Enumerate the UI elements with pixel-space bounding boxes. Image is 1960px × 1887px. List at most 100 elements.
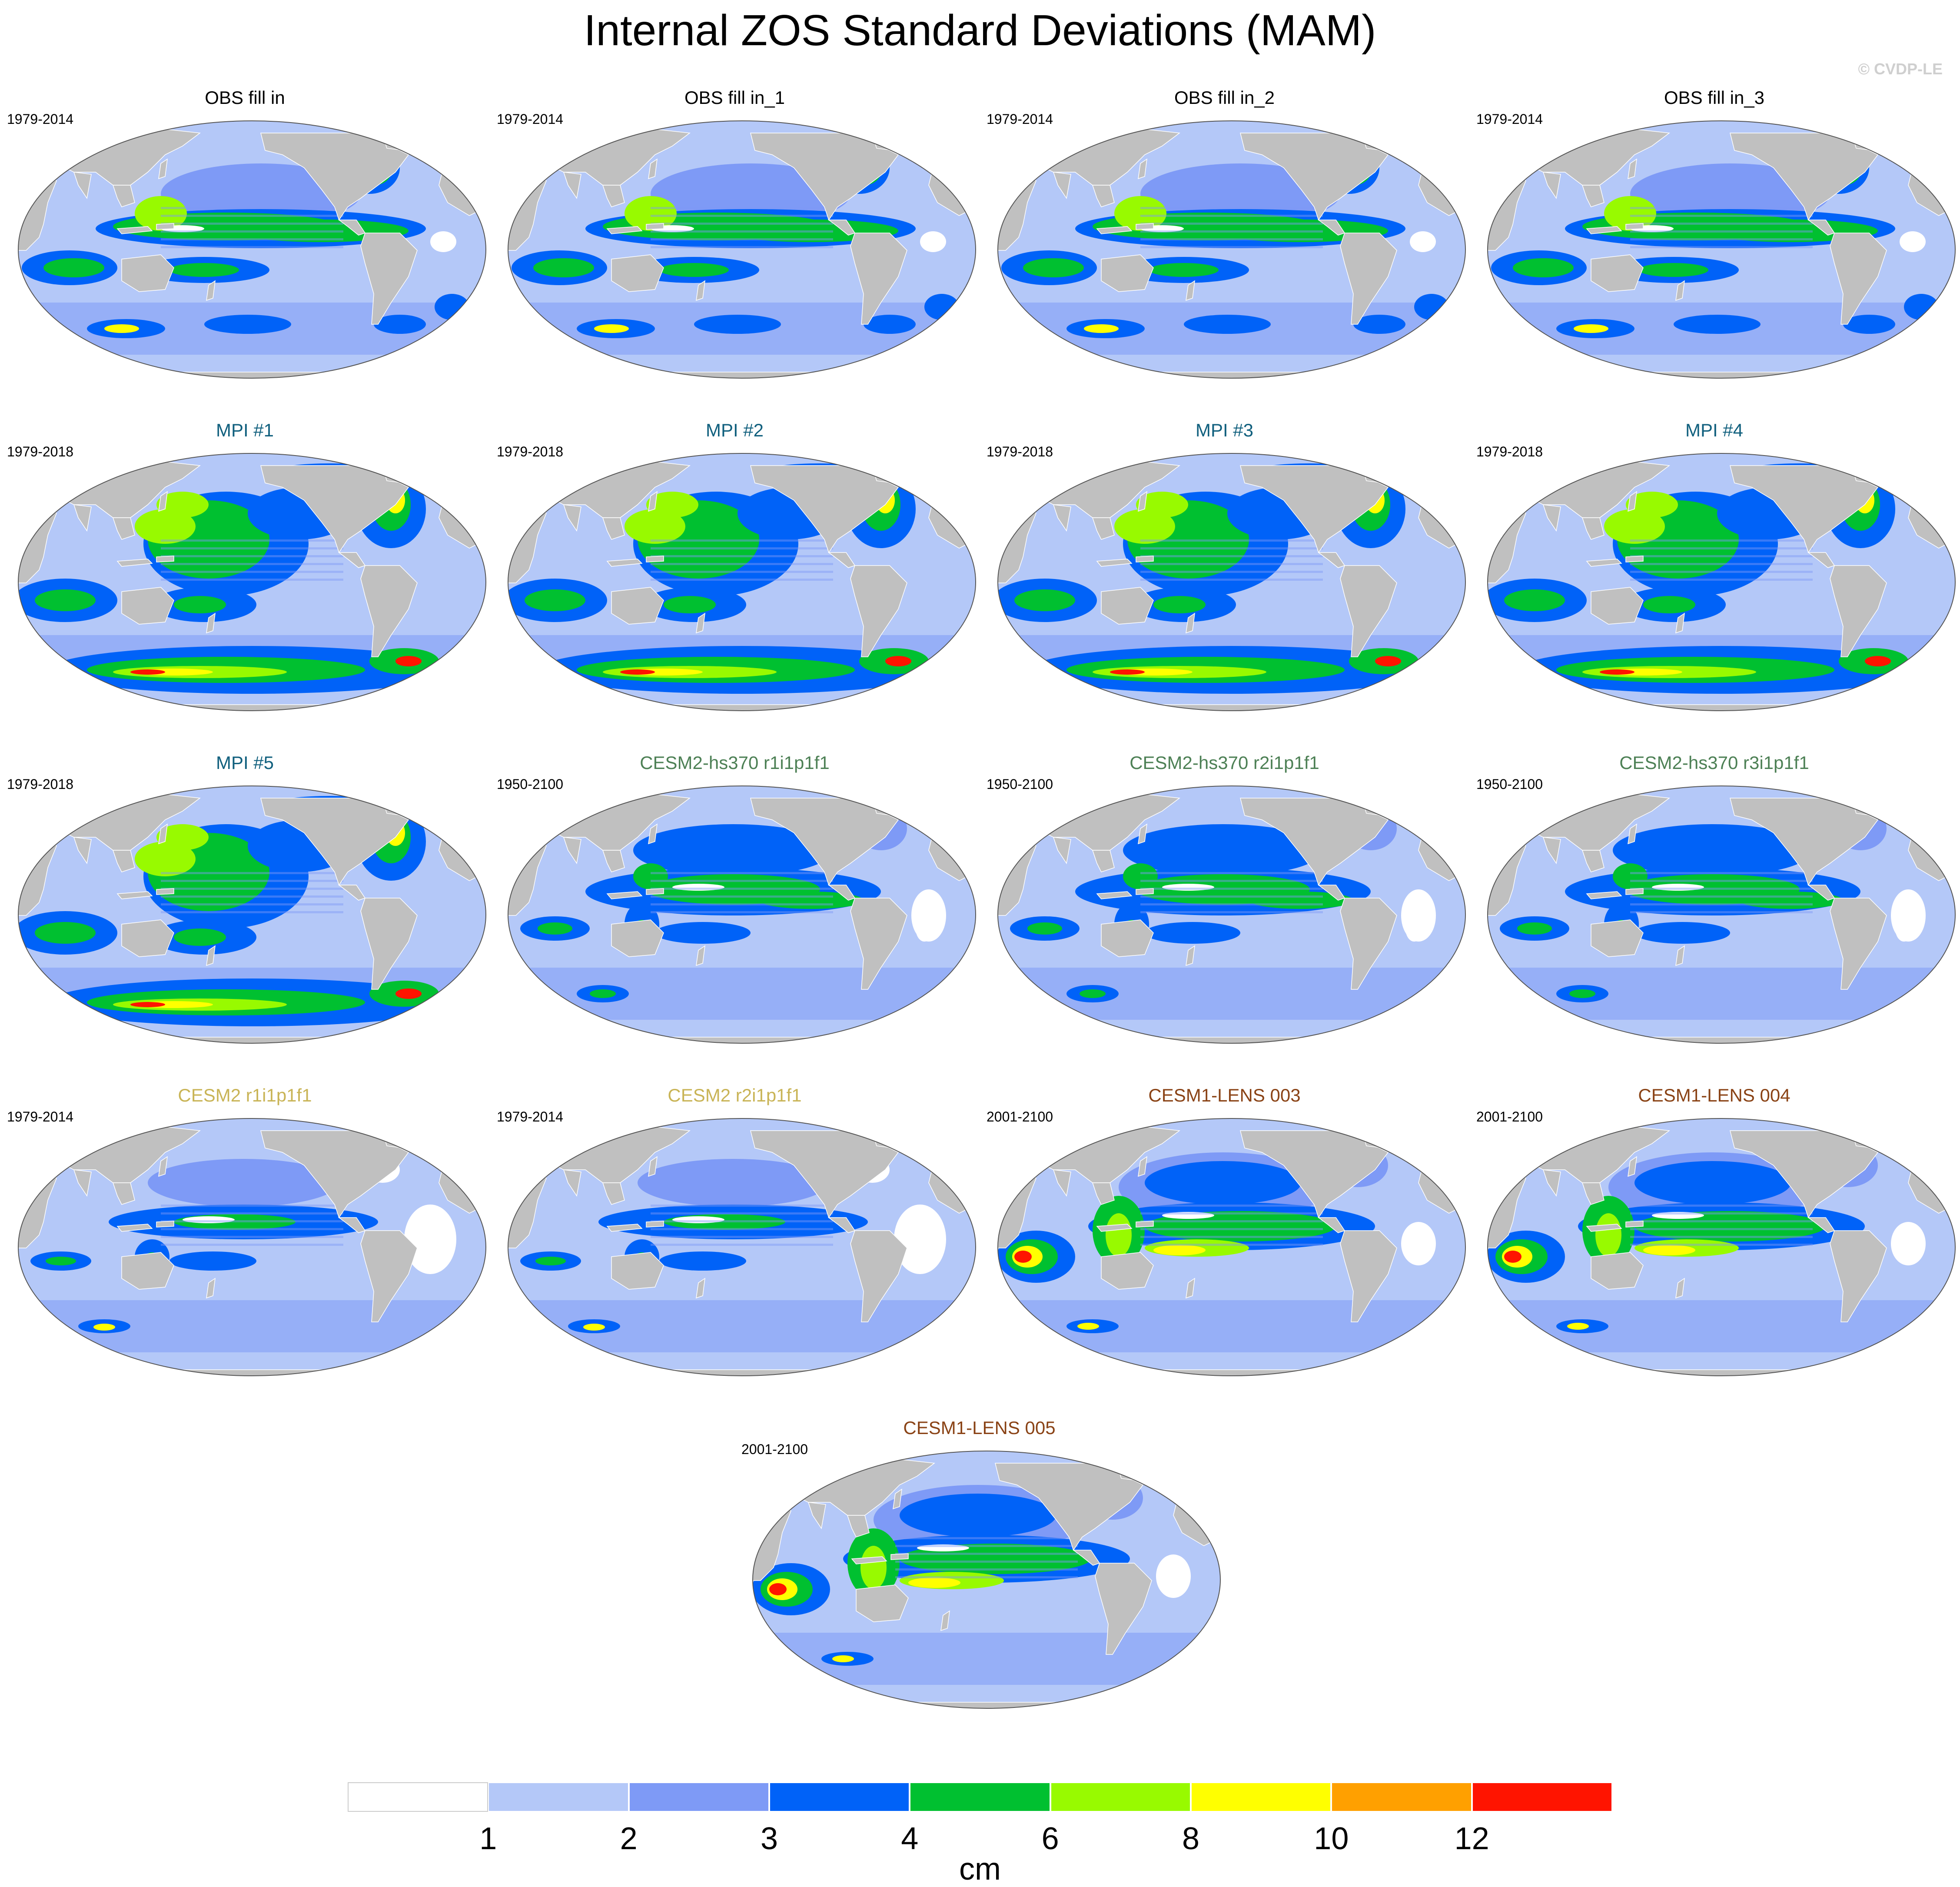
equatorial-stripe <box>1630 539 1813 542</box>
colorbar-swatch <box>628 1782 769 1812</box>
ocean-std-region <box>1613 863 1648 889</box>
equatorial-stripe <box>161 1220 343 1222</box>
figure-title: Internal ZOS Standard Deviations (MAM) <box>584 6 1376 55</box>
map-panel: OBS fill in_3 1979-2014 <box>1469 87 1959 391</box>
land-mass <box>696 945 705 966</box>
panel-title: CESM1-LENS 003 <box>1148 1085 1301 1105</box>
equatorial-stripe <box>1630 1236 1813 1238</box>
panel-title: OBS fill in_3 <box>1664 87 1765 108</box>
land-mass <box>206 612 216 634</box>
panel-title: CESM1-LENS 004 <box>1638 1085 1791 1105</box>
panel-years: 1979-2014 <box>497 1109 564 1125</box>
panel-title: OBS fill in_2 <box>1174 87 1275 108</box>
panel-years: 2001-2100 <box>741 1441 808 1457</box>
panel-title: CESM2-hs370 r2i1p1f1 <box>1129 752 1319 773</box>
equatorial-stripe <box>651 903 833 905</box>
ocean-std-region <box>1145 922 1240 944</box>
land-mass <box>648 1156 658 1177</box>
equatorial-stripe <box>161 571 343 573</box>
colorbar-swatch <box>1472 1782 1612 1812</box>
ocean-std-region <box>1613 824 1813 876</box>
land-mass <box>121 254 174 292</box>
land-mass <box>563 837 581 864</box>
ocean-std-region <box>633 824 833 876</box>
equatorial-stripe <box>1140 1220 1323 1222</box>
land-mass <box>1581 1182 1605 1205</box>
land-mass <box>1136 1221 1154 1228</box>
land-mass <box>1830 565 1887 657</box>
ocean-std-region <box>183 1216 235 1223</box>
ocean-std-region <box>1375 656 1401 666</box>
ocean-std-region <box>900 1494 1056 1537</box>
world-map <box>508 785 976 1044</box>
ocean-std-region <box>659 263 729 277</box>
colorbar-swatch <box>348 1782 488 1812</box>
ocean-std-region <box>1900 231 1926 252</box>
colorbar-tick-label: 8 <box>1182 1821 1200 1856</box>
land-mass <box>1101 919 1154 957</box>
land-mass <box>1101 587 1154 625</box>
panel-years: 1979-2014 <box>1476 111 1543 127</box>
land-mass <box>1317 1217 1345 1233</box>
land-mass <box>563 172 581 199</box>
land-mass <box>158 158 168 180</box>
ocean-std-region <box>672 1216 724 1223</box>
ocean-std-region <box>169 1251 256 1271</box>
ocean-std-region <box>1153 1245 1206 1255</box>
equatorial-stripe <box>1630 1228 1813 1230</box>
equatorial-stripe <box>651 246 833 248</box>
land-mass <box>648 491 658 512</box>
panel-title: CESM2-hs370 r1i1p1f1 <box>640 752 830 773</box>
land-mass <box>1340 1230 1397 1322</box>
equatorial-stripe <box>161 1212 343 1215</box>
land-mass <box>602 850 625 872</box>
equatorial-stripe <box>1140 539 1323 542</box>
map-panel: OBS fill in_1 1979-2014 <box>490 87 980 391</box>
colorbar-tick-label: 10 <box>1314 1821 1349 1856</box>
world-map <box>18 453 486 711</box>
equatorial-stripe <box>161 1228 343 1230</box>
land-mass <box>1807 1217 1835 1233</box>
land-mass <box>112 850 135 872</box>
equatorial-stripe <box>651 1228 833 1230</box>
land-mass <box>156 888 174 895</box>
equatorial-stripe <box>1140 246 1323 248</box>
ocean-std-region <box>672 884 724 891</box>
land-mass <box>121 587 174 625</box>
world-map <box>752 1451 1221 1709</box>
land-mass <box>1586 1224 1622 1232</box>
ocean-std-region <box>1569 989 1595 998</box>
equatorial-stripe <box>1140 563 1323 565</box>
land-mass <box>1092 850 1115 872</box>
land-mass <box>360 898 418 990</box>
colorbar-tick-label: 6 <box>1041 1821 1059 1856</box>
land-mass <box>827 220 856 236</box>
colorbar-swatch <box>1050 1782 1191 1812</box>
equatorial-stripe <box>1630 555 1813 557</box>
land-mass <box>1542 172 1561 199</box>
land-mass <box>890 1553 909 1560</box>
land-mass <box>1053 504 1071 532</box>
land-mass <box>1096 1224 1133 1232</box>
equatorial-stripe <box>161 555 343 557</box>
equatorial-stripe <box>651 1244 833 1246</box>
colorbar: cm 1 2 3 4 6 8 10 12 <box>348 1782 1612 1887</box>
equatorial-stripe <box>1140 880 1323 882</box>
land-mass <box>1053 1169 1071 1197</box>
equatorial-stripe <box>651 579 833 581</box>
ocean-std-region <box>832 1655 854 1662</box>
ocean-std-region <box>620 669 655 675</box>
land-mass <box>1138 823 1147 845</box>
map-panel: CESM1-LENS 005 2001-2100 <box>734 1417 1224 1721</box>
ocean-std-region <box>646 492 698 518</box>
equatorial-stripe <box>161 1236 343 1238</box>
land-mass <box>563 1169 581 1197</box>
land-mass <box>158 1156 168 1177</box>
panel-years: 1979-2014 <box>497 111 564 127</box>
colorbar-swatch <box>1190 1782 1332 1812</box>
world-map <box>1487 785 1956 1044</box>
ocean-std-region <box>1652 884 1704 891</box>
land-mass <box>611 1252 664 1290</box>
equatorial-stripe <box>1630 911 1813 913</box>
panel-title: MPI #2 <box>705 420 764 440</box>
